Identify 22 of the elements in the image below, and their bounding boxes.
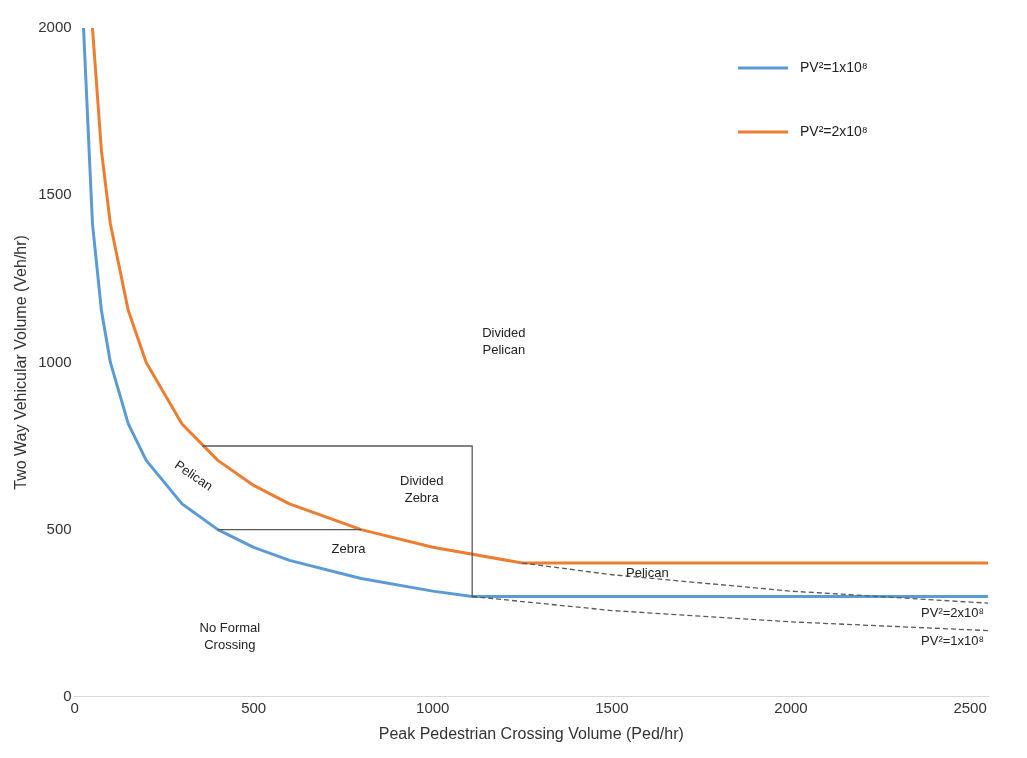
x-tick-label: 500 [241,698,267,716]
annotation: No Formal Crossing [199,619,261,652]
y-tick-label: 2000 [38,18,72,36]
annotation: PV²=1x10⁸ [921,632,984,648]
annotation: PV²=2x10⁸ [921,605,984,621]
annotation: Zebra [331,541,367,557]
x-axis-title: Peak Pedestrian Crossing Volume (Ped/hr) [378,724,684,742]
y-axis-title: Two Way Vehicular Volume (Veh/hr) [12,235,30,490]
x-tick-label: 2000 [774,698,808,716]
line-series [521,562,988,604]
annotation: Divided Zebra [399,472,444,505]
annotation: Divided Pelican [482,325,526,358]
legend-label: PV²=1x10⁸ [800,58,868,75]
y-tick-label: 500 [46,519,72,537]
y-tick-label: 1000 [38,352,72,370]
legend-label: PV²=2x10⁸ [800,122,868,139]
y-tick-label: 1500 [38,185,72,203]
annotation: Pelican [625,564,669,580]
x-tick-label: 1000 [416,698,450,716]
x-tick-label: 2500 [953,698,987,716]
x-tick-label: 1500 [595,698,629,716]
y-tick-label: 0 [63,686,72,704]
